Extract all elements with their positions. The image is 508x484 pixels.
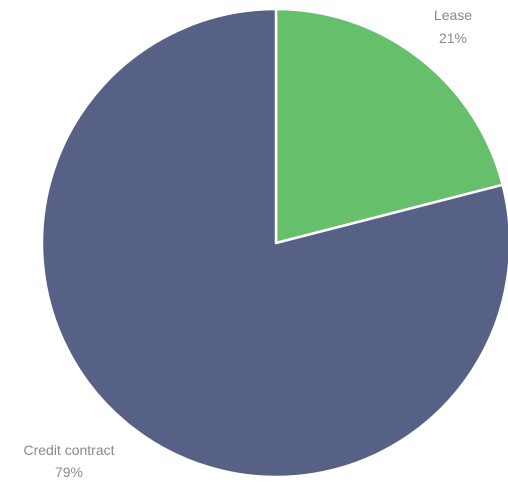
slice-label-credit-contract: Credit contract — [23, 442, 114, 458]
pie-slice-lease — [274, 7, 504, 245]
pie-slices — [40, 7, 508, 479]
slice-label-lease: Lease — [434, 7, 472, 23]
slice-percent-credit-contract: 79% — [55, 464, 83, 480]
slice-percent-lease: 21% — [439, 30, 467, 46]
pie-slice-credit-contract — [40, 7, 508, 479]
